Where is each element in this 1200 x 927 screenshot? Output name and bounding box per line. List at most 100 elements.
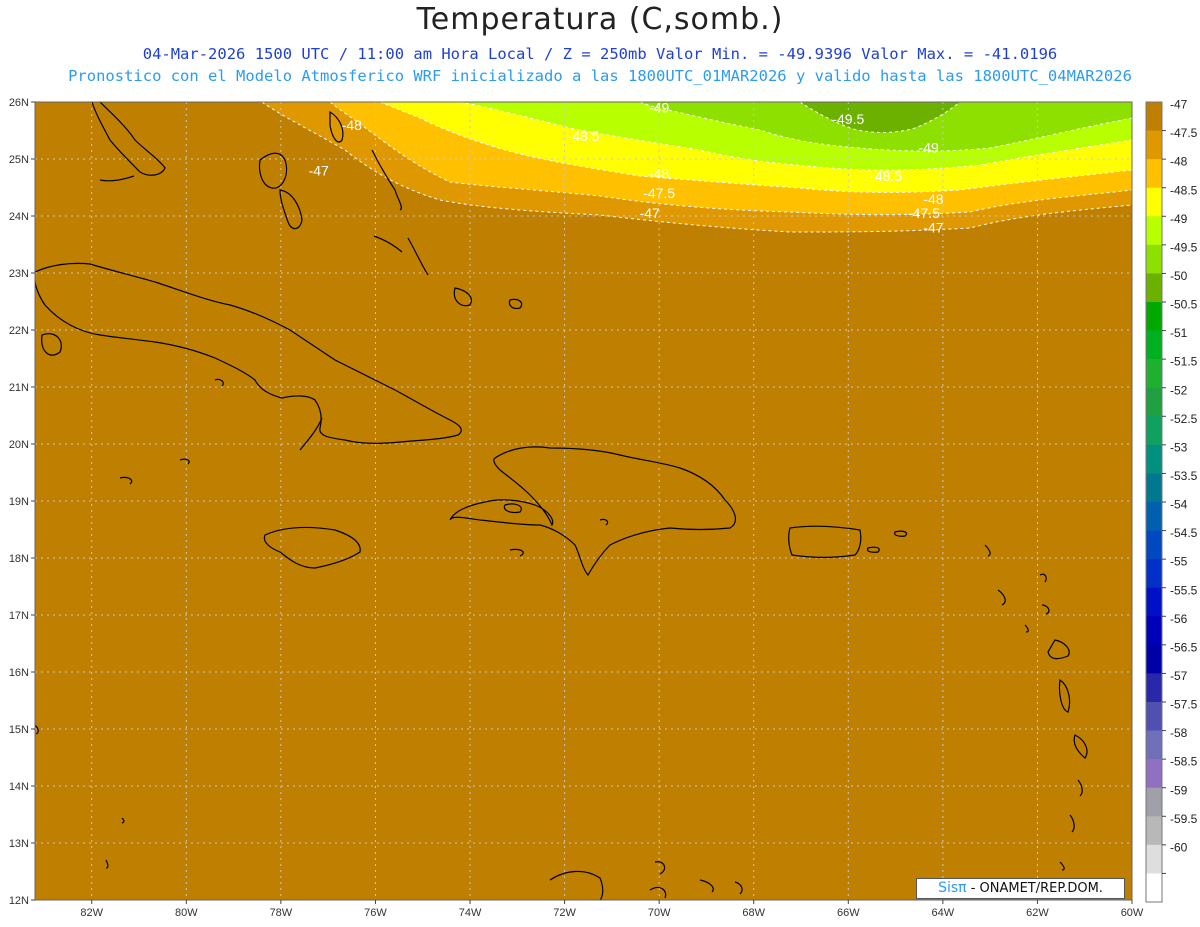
colorbar-label: -50.5 (1170, 298, 1198, 312)
colorbar-swatch (1146, 416, 1162, 446)
colorbar-label: -59 (1170, 783, 1188, 797)
contour-label: -47.5 (643, 185, 675, 201)
colorbar-swatch (1146, 387, 1162, 417)
colorbar-label: -57 (1170, 669, 1188, 683)
lat-label: 21N (9, 382, 29, 394)
colorbar-label: -50 (1170, 269, 1188, 283)
colorbar-swatch (1146, 559, 1162, 589)
coastlines (35, 102, 1088, 900)
coast-florida (91, 102, 166, 176)
lon-label: 74W (459, 907, 482, 919)
band-minus-47 (35, 102, 1132, 900)
colorbar-swatch (1146, 787, 1162, 817)
colorbar-label: -56.5 (1170, 640, 1198, 654)
colorbar-swatch (1146, 759, 1162, 789)
lat-label: 24N (9, 211, 29, 223)
colorbar-label: -57.5 (1170, 698, 1198, 712)
lat-label: 13N (9, 838, 29, 850)
coast-florida-keys (99, 175, 135, 182)
credit-sis: Sisπ (938, 880, 967, 896)
coast-small-islands (35, 378, 609, 869)
coast-inagua (453, 287, 472, 307)
colorbar-label: -48.5 (1170, 183, 1198, 197)
colorbar-label: -52 (1170, 383, 1188, 397)
coast-puerto-rico (788, 525, 862, 558)
coast-exuma (373, 235, 403, 253)
coast-grand-bahama (258, 152, 288, 189)
lat-label: 12N (9, 895, 29, 907)
colorbar-swatch (1146, 730, 1162, 760)
colorbar-swatch (1146, 102, 1162, 132)
colorbar-swatch (1146, 359, 1162, 389)
lat-lon-grid (35, 102, 1132, 900)
contour-label: -49 (919, 140, 939, 156)
colorbar: -47 -47.5 -48 -48.5 -49 -49.5 -50 -50.5 -51 -51.5… (1145, 98, 1198, 903)
colorbar-swatch (1146, 844, 1162, 874)
colorbar-label: -51 (1170, 326, 1188, 340)
lon-label: 60W (1121, 907, 1144, 919)
lon-label: 66W (837, 907, 860, 919)
map-title: Temperatura (C,somb.) (416, 2, 784, 37)
longitude-axis: 82W 80W 78W 76W 74W 72W 70W 68W 66W 64W 62W 60W (80, 900, 1144, 919)
colorbar-swatch (1146, 473, 1162, 503)
colorbar-label: -49 (1170, 212, 1188, 226)
colorbar-label: -53 (1170, 440, 1188, 454)
lat-label: 20N (9, 439, 29, 451)
coast-andros (279, 189, 303, 230)
colorbar-swatch (1146, 616, 1162, 646)
colorbar-label: -54.5 (1170, 526, 1198, 540)
coast-virgin-islands (893, 530, 908, 537)
map-subtitle-model-info: Pronostico con el Modelo Atmosferico WRF… (68, 67, 1132, 85)
coast-vieques (866, 546, 880, 553)
lat-label: 15N (9, 724, 29, 736)
contour-lines (261, 102, 1132, 233)
map-subtitle-valid-time: 04-Mar-2026 1500 UTC / 11:00 am Hora Loc… (142, 45, 1058, 63)
colorbar-label: -56 (1170, 612, 1188, 626)
temperature-shading (35, 102, 1132, 900)
lat-label: 25N (9, 154, 29, 166)
colorbar-swatch (1146, 530, 1162, 560)
colorbar-label: -47 (1170, 98, 1188, 112)
credit-org: - ONAMET/REP.DOM. (970, 881, 1103, 896)
coast-cuba-south (299, 417, 323, 451)
lat-label: 19N (9, 496, 29, 508)
coast-lesser-antilles (984, 544, 1088, 871)
colorbar-swatch (1146, 302, 1162, 332)
coast-jamaica (263, 526, 361, 569)
colorbar-swatch (1146, 644, 1162, 674)
lat-label: 14N (9, 781, 29, 793)
lat-label: 26N (9, 97, 29, 109)
lon-label: 76W (364, 907, 387, 919)
colorbar-swatch (1146, 873, 1162, 903)
lon-label: 82W (80, 907, 103, 919)
lon-label: 78W (270, 907, 293, 919)
lat-label: 22N (9, 325, 29, 337)
contour-label: -49.5 (832, 111, 864, 127)
lat-label: 18N (9, 553, 29, 565)
colorbar-swatch (1146, 273, 1162, 303)
contour-label: -49 (649, 100, 669, 116)
colorbar-label: -53.5 (1170, 469, 1198, 483)
lon-label: 72W (553, 907, 576, 919)
coast-isla-juventud (41, 333, 62, 356)
colorbar-swatch (1146, 502, 1162, 532)
colorbar-label: -55.5 (1170, 583, 1198, 597)
colorbar-label: -60 (1170, 840, 1188, 854)
colorbar-label: -58.5 (1170, 755, 1198, 769)
colorbar-swatch (1146, 444, 1162, 474)
contour-label: -47 (309, 162, 329, 178)
colorbar-swatch (1146, 816, 1162, 846)
coast-south-america (549, 861, 743, 900)
coast-hispaniola (449, 446, 737, 577)
lat-label: 16N (9, 667, 29, 679)
colorbar-swatch (1146, 130, 1162, 160)
lat-label: 23N (9, 268, 29, 280)
coast-cuba (35, 262, 462, 444)
latitude-axis: 26N 25N 24N 23N 22N 21N 20N 19N 18N 17N 16N 15N 14N 1… (9, 97, 35, 907)
lon-label: 62W (1026, 907, 1049, 919)
band-minus-50 (800, 102, 960, 133)
contour-label: -47 (640, 205, 660, 221)
colorbar-label: -49.5 (1170, 240, 1198, 254)
colorbar-swatch (1146, 330, 1162, 360)
